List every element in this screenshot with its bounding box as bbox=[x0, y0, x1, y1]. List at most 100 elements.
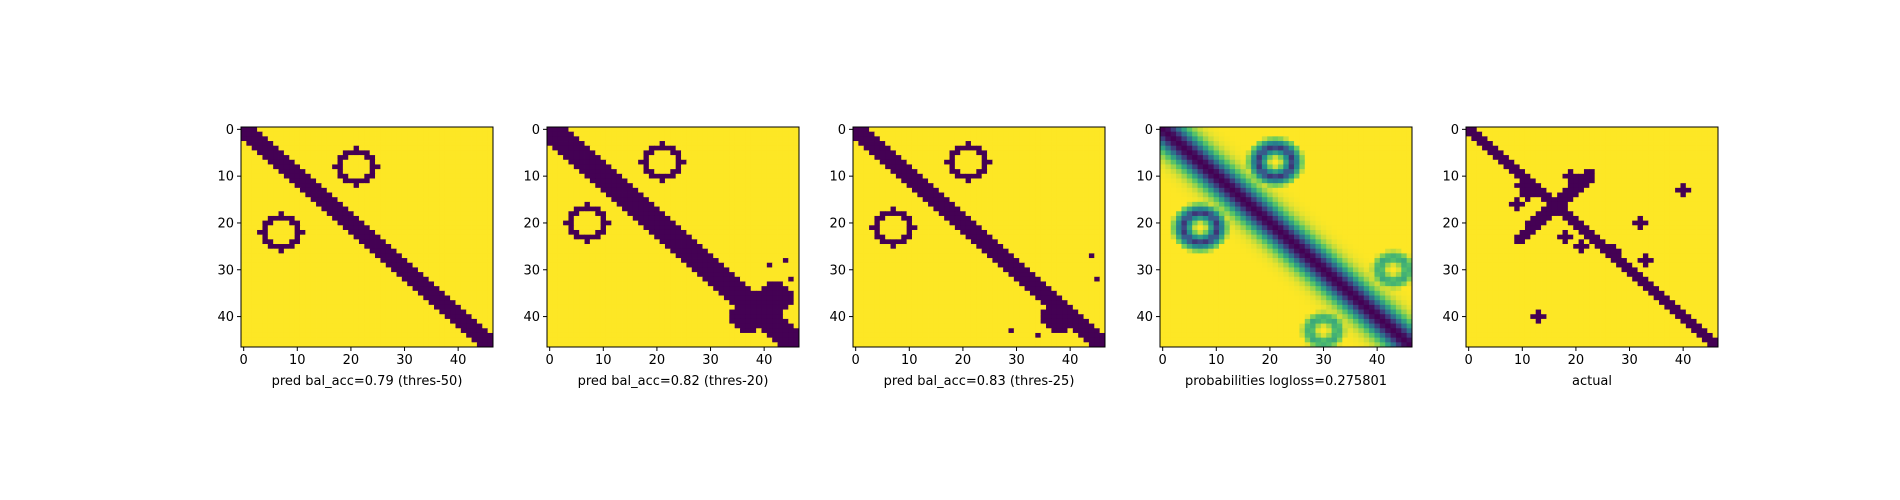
heatmap-cell bbox=[342, 136, 349, 142]
heatmap-cell bbox=[396, 164, 403, 170]
heatmap-cell bbox=[643, 145, 650, 151]
heatmap-cell bbox=[299, 159, 306, 165]
heatmap-cell bbox=[289, 211, 296, 217]
heatmap-cell bbox=[681, 323, 687, 329]
heatmap-cell bbox=[970, 136, 977, 142]
heatmap-cell bbox=[686, 229, 693, 236]
heatmap-cell bbox=[707, 155, 714, 161]
heatmap-cell bbox=[257, 164, 263, 170]
heatmap-cell bbox=[734, 150, 741, 156]
heatmap-cell bbox=[981, 173, 988, 179]
heatmap-cell bbox=[756, 197, 762, 203]
heatmap-cell bbox=[675, 136, 682, 142]
heatmap-cell bbox=[638, 145, 644, 151]
heatmap-cell bbox=[568, 276, 575, 282]
heatmap-cell bbox=[605, 206, 612, 212]
heatmap-cell bbox=[675, 267, 682, 273]
heatmap-cell bbox=[664, 173, 671, 179]
heatmap-cell bbox=[466, 239, 472, 245]
heatmap-cell bbox=[396, 192, 403, 198]
heatmap-cell bbox=[1003, 141, 1009, 147]
heatmap-cell bbox=[729, 150, 736, 156]
heatmap-cell bbox=[482, 220, 489, 226]
heatmap-cell bbox=[348, 187, 354, 193]
heatmap-cell bbox=[702, 173, 709, 179]
heatmap-cell bbox=[358, 164, 365, 170]
heatmap-cell bbox=[401, 136, 408, 142]
heatmap-cell bbox=[573, 258, 580, 264]
heatmap-cell bbox=[568, 295, 575, 301]
heatmap-cell bbox=[793, 258, 800, 264]
heatmap-cell bbox=[745, 248, 752, 254]
heatmap-cell bbox=[369, 300, 376, 306]
heatmap-cell bbox=[1051, 155, 1058, 161]
heatmap-cell bbox=[476, 136, 483, 142]
heatmap-cell bbox=[659, 131, 666, 137]
heatmap-cell bbox=[482, 197, 489, 203]
heatmap-cell bbox=[702, 244, 709, 250]
heatmap-cell bbox=[391, 206, 397, 212]
heatmap-cell bbox=[863, 127, 870, 133]
heatmap-cell bbox=[444, 159, 451, 165]
heatmap-cell bbox=[251, 159, 258, 165]
heatmap-cell bbox=[659, 244, 666, 250]
heatmap-cell bbox=[482, 281, 489, 287]
heatmap-cell bbox=[734, 225, 741, 231]
heatmap-cell bbox=[262, 332, 269, 339]
heatmap-cell bbox=[257, 183, 263, 189]
heatmap-cell bbox=[911, 159, 918, 165]
heatmap-cell bbox=[299, 220, 306, 226]
heatmap-cell bbox=[782, 136, 789, 142]
heatmap-cell bbox=[734, 323, 741, 329]
heatmap-cell bbox=[358, 159, 365, 165]
heatmap-cell bbox=[782, 173, 789, 179]
heatmap-cell bbox=[434, 145, 440, 151]
heatmap-cell bbox=[675, 169, 682, 175]
heatmap-cell bbox=[557, 337, 564, 343]
heatmap-cell bbox=[723, 295, 730, 301]
heatmap-cell bbox=[241, 234, 247, 240]
heatmap-cell bbox=[718, 131, 725, 137]
heatmap-cell bbox=[568, 286, 575, 292]
heatmap-cell bbox=[906, 155, 913, 161]
heatmap-cell bbox=[638, 141, 644, 147]
heatmap-cell bbox=[332, 197, 338, 203]
heatmap-cell bbox=[364, 304, 371, 310]
heatmap-cell bbox=[895, 127, 902, 133]
x-tick-label: 10 bbox=[289, 353, 306, 368]
heatmap-cell bbox=[466, 164, 472, 170]
heatmap-cell bbox=[257, 272, 263, 278]
heatmap-cell bbox=[364, 136, 371, 142]
heatmap-cell bbox=[686, 295, 693, 301]
heatmap-cell bbox=[734, 187, 741, 193]
heatmap-cell bbox=[332, 276, 338, 282]
heatmap-cell bbox=[476, 272, 483, 278]
heatmap-cell bbox=[396, 309, 403, 315]
heatmap-cell bbox=[702, 197, 709, 203]
heatmap-cell bbox=[713, 192, 719, 198]
heatmap-cell bbox=[622, 159, 628, 165]
heatmap-cell bbox=[589, 323, 596, 329]
heatmap-cell bbox=[294, 267, 301, 273]
heatmap-cell bbox=[890, 136, 897, 142]
heatmap-cell bbox=[412, 239, 419, 245]
heatmap-cell bbox=[729, 192, 736, 198]
heatmap-cell bbox=[466, 173, 472, 179]
heatmap-cell bbox=[686, 225, 693, 231]
heatmap-cell bbox=[476, 131, 483, 137]
heatmap-cell bbox=[718, 206, 725, 212]
heatmap-cell bbox=[568, 131, 575, 137]
heatmap-cell bbox=[380, 178, 387, 184]
heatmap-cell bbox=[793, 253, 800, 259]
heatmap-cell bbox=[643, 164, 650, 170]
heatmap-cell bbox=[369, 145, 376, 151]
heatmap-cell bbox=[428, 206, 435, 212]
heatmap-cell bbox=[460, 304, 467, 310]
heatmap-cell bbox=[369, 234, 376, 240]
heatmap-cell bbox=[611, 169, 618, 175]
heatmap-cell bbox=[305, 258, 312, 264]
heatmap-cell bbox=[987, 173, 993, 179]
heatmap-cell bbox=[262, 290, 269, 296]
heatmap-cell bbox=[476, 127, 483, 133]
heatmap-cell bbox=[407, 304, 413, 310]
